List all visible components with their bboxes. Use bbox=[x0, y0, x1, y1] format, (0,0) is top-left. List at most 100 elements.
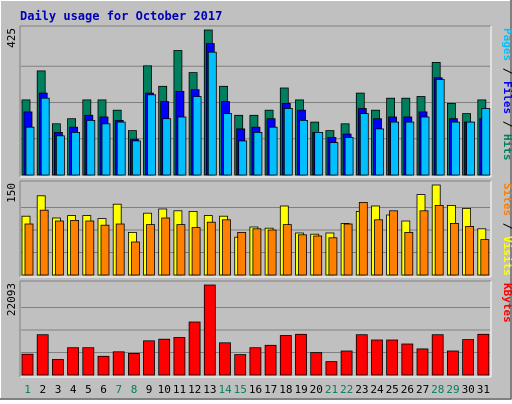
x-tick-label: 18 bbox=[279, 383, 292, 396]
bar-kbytes-day-21 bbox=[325, 361, 338, 376]
legend-kbytes: KBytes bbox=[501, 283, 512, 323]
y-max-label: 150 bbox=[5, 183, 18, 203]
bar-sites-day-3 bbox=[55, 220, 64, 276]
x-tick-label: 30 bbox=[462, 383, 475, 396]
bar-pages-day-8 bbox=[131, 140, 141, 176]
x-tick-label: 23 bbox=[355, 383, 368, 396]
bar-pages-day-23 bbox=[359, 113, 369, 176]
x-tick-label: 29 bbox=[446, 383, 459, 396]
bar-sites-day-29 bbox=[449, 222, 459, 276]
x-tick-label: 9 bbox=[146, 383, 153, 396]
x-tick-label: 3 bbox=[55, 383, 62, 396]
bar-kbytes-day-19 bbox=[295, 333, 307, 376]
bar-sites-day-1 bbox=[24, 223, 34, 276]
bar-pages-day-14 bbox=[223, 113, 232, 176]
bar-pages-day-17 bbox=[268, 126, 278, 176]
bar-kbytes-day-27 bbox=[416, 348, 429, 376]
bar-pages-day-5 bbox=[86, 120, 96, 176]
panel-3: 22093 KBytes bbox=[5, 280, 512, 378]
bar-kbytes-day-29 bbox=[446, 350, 459, 376]
bar-pages-day-21 bbox=[329, 142, 339, 176]
bar-pages-day-24 bbox=[375, 128, 384, 176]
bar-pages-day-10 bbox=[162, 118, 172, 176]
bar-sites-day-22 bbox=[343, 223, 353, 276]
x-tick-label: 27 bbox=[416, 383, 429, 396]
bar-kbytes-day-8 bbox=[127, 352, 140, 376]
bar-kbytes-day-24 bbox=[371, 339, 383, 376]
x-tick-label: 25 bbox=[386, 383, 399, 396]
bar-sites-day-23 bbox=[358, 201, 368, 276]
y-max-label: 22093 bbox=[5, 283, 18, 316]
bar-pages-day-27 bbox=[420, 116, 430, 176]
bar-sites-day-24 bbox=[374, 219, 383, 276]
y-max-label: 425 bbox=[5, 28, 18, 48]
bar-pages-day-4 bbox=[71, 131, 80, 176]
x-tick-label: 16 bbox=[249, 383, 262, 396]
series-kbytes bbox=[21, 284, 490, 376]
bar-sites-day-8 bbox=[130, 241, 140, 276]
bar-pages-day-25 bbox=[390, 121, 400, 176]
bar-sites-day-21 bbox=[328, 237, 338, 276]
x-tick-label: 5 bbox=[85, 383, 92, 396]
legend-hits: Hits bbox=[501, 134, 512, 161]
x-tick-label: 31 bbox=[477, 383, 490, 396]
legend-files: Files bbox=[501, 81, 512, 114]
bar-sites-day-20 bbox=[313, 235, 323, 276]
bar-sites-day-7 bbox=[115, 223, 125, 276]
bar-kbytes-day-4 bbox=[67, 347, 79, 376]
bar-kbytes-day-13 bbox=[203, 284, 216, 376]
panel-legend: Pages / Files / Hits bbox=[501, 28, 512, 161]
bar-sites-day-11 bbox=[176, 224, 186, 276]
bar-sites-day-16 bbox=[252, 228, 262, 276]
x-tick-label: 22 bbox=[340, 383, 353, 396]
bar-kbytes-day-16 bbox=[249, 347, 262, 376]
x-tick-label: 13 bbox=[203, 383, 216, 396]
legend-pages: Pages bbox=[501, 28, 512, 61]
bar-kbytes-day-23 bbox=[355, 334, 368, 376]
bar-pages-day-30 bbox=[466, 121, 476, 176]
bar-kbytes-day-14 bbox=[219, 342, 231, 376]
bar-pages-day-26 bbox=[405, 121, 415, 176]
bar-kbytes-day-22 bbox=[340, 350, 353, 376]
x-tick-label: 15 bbox=[234, 383, 247, 396]
panel-1: 425 Pages / Files / Hits bbox=[5, 25, 512, 178]
x-tick-label: 26 bbox=[401, 383, 414, 396]
x-tick-label: 6 bbox=[100, 383, 107, 396]
bar-kbytes-day-31 bbox=[477, 333, 490, 376]
panel-legend: KBytes bbox=[501, 283, 512, 323]
chart-title: Daily usage for October 2017 bbox=[20, 9, 222, 23]
bar-kbytes-day-3 bbox=[52, 359, 64, 376]
bar-kbytes-day-12 bbox=[188, 321, 201, 376]
series-sites bbox=[24, 201, 490, 276]
bar-pages-day-20 bbox=[314, 131, 324, 176]
bar-sites-day-28 bbox=[434, 204, 444, 276]
bar-pages-day-18 bbox=[283, 108, 293, 176]
x-tick-label: 20 bbox=[310, 383, 323, 396]
bar-pages-day-7 bbox=[116, 121, 126, 176]
x-tick-label: 8 bbox=[131, 383, 138, 396]
bar-kbytes-day-26 bbox=[401, 343, 414, 376]
x-tick-label: 24 bbox=[370, 383, 384, 396]
bar-kbytes-day-1 bbox=[21, 353, 34, 376]
bar-pages-day-12 bbox=[192, 96, 202, 176]
bar-pages-day-16 bbox=[253, 131, 263, 176]
bar-kbytes-day-30 bbox=[462, 339, 475, 376]
bar-kbytes-day-6 bbox=[97, 355, 110, 376]
bar-sites-day-12 bbox=[191, 227, 201, 276]
bar-kbytes-day-10 bbox=[158, 338, 171, 376]
x-axis-day-labels: 1 2 3 4 5 6 7 8 9 10 11 12 13 14 15 16 17 18 19 20 21 22 23 24 2… bbox=[24, 383, 490, 396]
bar-pages-day-9 bbox=[147, 94, 156, 176]
panel-2: 150 Sites / Visits bbox=[5, 180, 512, 278]
bar-pages-day-13 bbox=[207, 51, 217, 176]
legend-visits: Visits bbox=[501, 236, 512, 276]
bar-pages-day-6 bbox=[101, 123, 111, 176]
bar-kbytes-day-7 bbox=[112, 351, 125, 376]
bar-pages-day-19 bbox=[299, 120, 308, 176]
bar-sites-day-30 bbox=[465, 225, 475, 276]
x-tick-label: 7 bbox=[115, 383, 122, 396]
bar-pages-day-22 bbox=[344, 137, 354, 176]
bar-sites-day-2 bbox=[39, 209, 49, 276]
bar-sites-day-13 bbox=[206, 221, 216, 276]
